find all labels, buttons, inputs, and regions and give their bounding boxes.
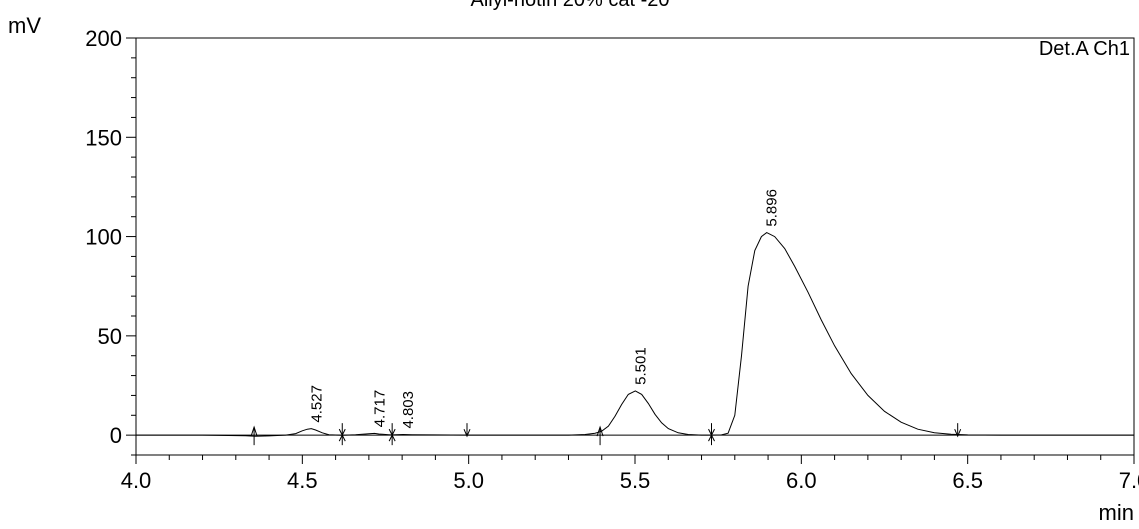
peak-label: 4.803 [400, 391, 417, 429]
y-tick-label: 200 [85, 26, 122, 51]
plot-frame [135, 37, 1135, 456]
axes: 0 50 100 150 200 4.0 4.5 5.0 5.5 6.0 6.5 7.0 [85, 26, 1139, 493]
peak-labels: 4.527 4.717 4.803 5.501 5.896 [308, 189, 780, 428]
y-tick-label: 100 [85, 225, 122, 250]
peak-label: 4.717 [372, 390, 389, 428]
series-layer [136, 232, 1134, 437]
peak-label: 5.501 [632, 347, 649, 385]
x-tick-label: 5.5 [620, 468, 651, 493]
y-tick-label: 50 [98, 324, 122, 349]
x-tick-label: 6.0 [786, 468, 817, 493]
integration-marker [388, 423, 396, 446]
x-axis-unit-label: min [1099, 500, 1134, 525]
x-tick-label: 5.0 [453, 468, 484, 493]
up-arrow-icon [250, 425, 258, 437]
integration-marker [338, 423, 346, 446]
x-tick-label: 6.5 [952, 468, 983, 493]
baseline-markers [250, 423, 962, 446]
integration-marker [708, 423, 715, 446]
peak-label: 5.896 [764, 189, 781, 227]
x-tick-label: 4.5 [287, 468, 318, 493]
integration-marker [596, 425, 604, 446]
detector-label: Det.A Ch1 [1039, 38, 1130, 60]
peak-label: 4.527 [308, 385, 325, 423]
integration-marker [954, 423, 962, 438]
plot-border [135, 37, 1135, 456]
chromatogram-trace [136, 232, 1134, 437]
y-tick-label: 150 [85, 125, 122, 150]
x-tick-label: 7.0 [1119, 468, 1139, 493]
y-axis-unit-label: mV [8, 13, 41, 38]
integration-marker [463, 423, 471, 438]
down-arrow-icon [463, 428, 471, 438]
up-arrow-icon [596, 425, 604, 437]
y-tick-label: 0 [110, 423, 122, 448]
chart-title: Allyl-hotin 20% cat -20 [471, 0, 670, 11]
down-arrow-icon [954, 428, 962, 438]
x-tick-label: 4.0 [121, 468, 152, 493]
